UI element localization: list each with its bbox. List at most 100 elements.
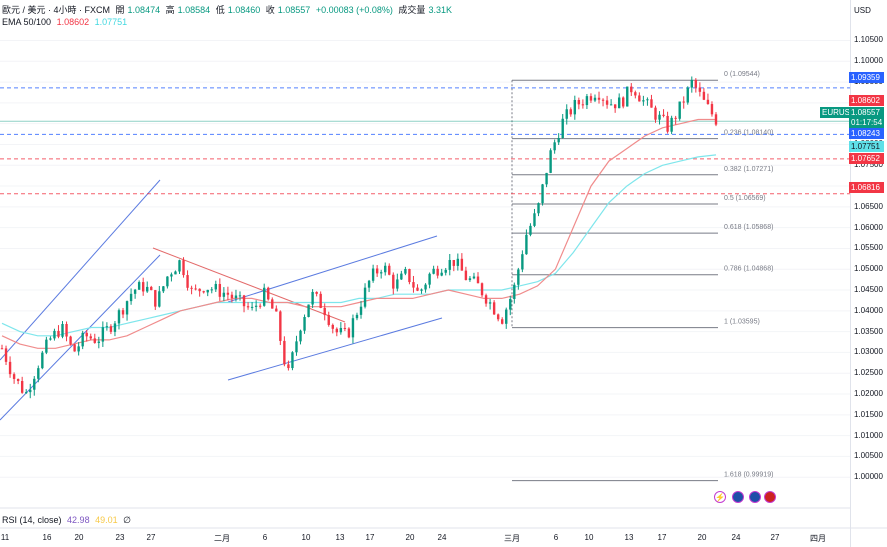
svg-text:⚡: ⚡ (715, 492, 725, 502)
date-axis-label: 10 (584, 533, 594, 542)
candle-body (210, 289, 213, 291)
candle-body (561, 118, 564, 139)
candle-body (367, 280, 371, 288)
ema-legend[interactable]: EMA 50/100 1.08602 1.07751 (2, 17, 130, 27)
candle-body (186, 275, 189, 288)
candle-body (460, 258, 464, 271)
candle-body (283, 340, 286, 365)
candle-body (573, 99, 577, 115)
date-axis-label: 四月 (810, 534, 826, 543)
candle-body (509, 299, 512, 310)
candle-body (125, 301, 129, 315)
candle-body (45, 339, 48, 353)
candle-body (226, 292, 230, 295)
symbol-title[interactable]: 歐元 / 美元 · 4小時 · FXCM (2, 5, 111, 15)
candle-body (416, 287, 419, 291)
fib-level-label: 1.618 (0.99919) (724, 472, 773, 479)
candle-body (670, 117, 673, 132)
candle-body (541, 184, 544, 204)
date-axis-label: 11 (0, 533, 10, 542)
candle-body (33, 378, 36, 390)
fib-level-label: 1 (1.03595) (724, 319, 760, 326)
candle-body (49, 338, 52, 340)
low-value: 1.08460 (227, 5, 261, 15)
candle-body (468, 278, 472, 281)
candle-body (174, 271, 177, 275)
eu-event-icon[interactable] (749, 491, 761, 503)
candle-body (267, 287, 270, 300)
date-axis-label: 20 (405, 533, 415, 542)
price-axis-label: 1.02500 (854, 368, 883, 378)
candle-body (396, 279, 399, 289)
currency-label[interactable]: USD (854, 6, 871, 15)
candle-body (162, 286, 165, 292)
candle-body (97, 341, 101, 343)
candle-body (480, 283, 484, 296)
candle-body (537, 203, 540, 214)
price-axis-label: 1.00000 (854, 472, 883, 482)
ema50-line (1, 118, 716, 349)
price-axis-label: 1.02000 (854, 389, 883, 399)
candle-body (448, 259, 451, 270)
price-tag: 1.08243 (849, 128, 884, 139)
candle-body (347, 328, 351, 338)
candle-body (553, 142, 556, 151)
rsi-value: 42.98 (67, 515, 90, 525)
candle-body (706, 99, 710, 105)
candle-body (678, 101, 681, 119)
date-axis-label: 10 (301, 533, 311, 542)
candle-body (0, 348, 4, 350)
candle-body (384, 265, 387, 273)
fib-level-label: 0.236 (1.08140) (724, 130, 773, 137)
candle-body (4, 348, 8, 362)
candle-body (315, 291, 318, 294)
price-tag: 1.08602 (849, 95, 884, 106)
candle-body (626, 86, 629, 107)
rsi-label: RSI (14, close) (2, 515, 62, 525)
candle-body (150, 286, 153, 291)
channel-line (227, 235, 438, 303)
rsi-legend[interactable]: RSI (14, close) 42.98 49.01 ∅ (2, 515, 134, 526)
channel-line (152, 247, 346, 323)
candle-body (8, 361, 12, 375)
candle-body (496, 314, 500, 320)
open-value: 1.08474 (127, 5, 161, 15)
us-event-icon[interactable] (764, 491, 776, 503)
close-label: 收 (265, 5, 275, 15)
price-axis-label: 1.10000 (854, 56, 883, 66)
candle-body (686, 87, 689, 103)
candle-body (335, 328, 339, 333)
candle-body (569, 109, 572, 115)
fib-level-label: 0.786 (1.04868) (724, 266, 773, 273)
high-value: 1.08584 (177, 5, 211, 15)
candle-body (484, 295, 488, 304)
ema-label: EMA 50/100 (2, 17, 52, 27)
candle-body (617, 97, 621, 109)
price-axis-label: 1.10500 (854, 35, 883, 45)
candle-body (505, 309, 508, 324)
price-axis-label: 1.00500 (854, 451, 883, 461)
candle-body (170, 274, 173, 277)
candle-body (263, 287, 266, 306)
candle-body (392, 274, 395, 289)
price-axis-label: 1.04500 (854, 285, 883, 295)
candle-body (682, 101, 685, 103)
candle-body (141, 282, 145, 292)
candle-body (533, 213, 536, 226)
candle-body (420, 289, 423, 291)
candle-body (12, 374, 16, 379)
candle-body (37, 368, 40, 379)
price-tag: 1.07751 (849, 141, 884, 152)
lightning-event-icon[interactable] (714, 491, 726, 503)
candle-body (646, 99, 649, 101)
candle-body (710, 104, 714, 115)
candle-body (613, 104, 617, 109)
date-axis-label: 三月 (504, 534, 520, 543)
candle-body (311, 291, 314, 305)
candle-body (16, 378, 20, 382)
candle-body (154, 290, 157, 307)
candle-body (242, 295, 246, 307)
candle-body (89, 336, 92, 339)
eu-event-icon[interactable] (732, 491, 744, 503)
